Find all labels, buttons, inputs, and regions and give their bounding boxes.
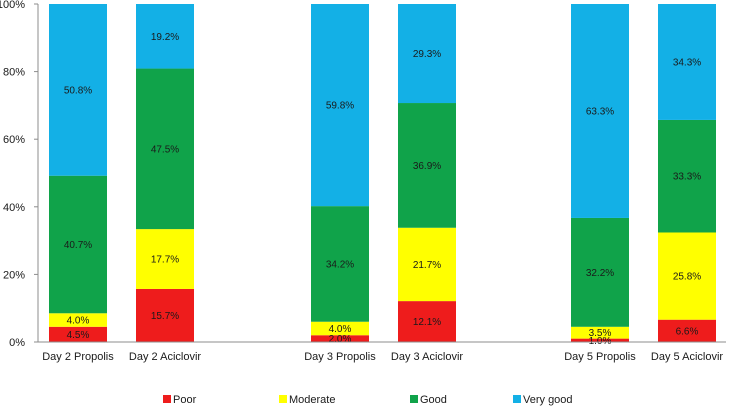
data-label: 32.2%	[586, 268, 614, 279]
x-tick-label: Day 5 Propolis	[564, 351, 636, 363]
data-labels-group: 4.5% 4.0% 40.7% 50.8% 15.7% 17.7% 47.5% 19.2% 2.…	[64, 32, 701, 347]
y-axis: 0% 20% 40% 60% 80% 100%	[0, 0, 39, 349]
bar-segment	[49, 4, 107, 176]
legend-swatch	[410, 395, 418, 403]
y-tick-label: 20%	[3, 269, 25, 281]
x-tick-label: Day 2 Propolis	[42, 351, 114, 363]
bar-segment	[571, 338, 629, 342]
x-tick-label: Day 2 Aciclovir	[129, 351, 201, 363]
bar-segment	[398, 227, 456, 302]
data-label: 34.3%	[673, 57, 701, 68]
legend: Poor Moderate Good Very good	[163, 394, 573, 406]
data-label: 12.1%	[413, 317, 441, 328]
bar-segment	[658, 119, 716, 233]
bar-segment	[571, 4, 629, 218]
legend-swatch	[513, 395, 521, 403]
legend-label: Poor	[173, 394, 197, 406]
bar-segment	[49, 175, 107, 314]
bar-segment	[136, 68, 194, 230]
y-tick-label: 80%	[3, 67, 25, 79]
data-label: 4.0%	[67, 316, 90, 327]
y-tick-label: 60%	[3, 134, 25, 146]
y-tick-label: 0%	[9, 337, 25, 349]
data-label: 29.3%	[413, 49, 441, 60]
bars-group	[49, 4, 716, 342]
data-label: 59.8%	[326, 101, 354, 112]
legend-label: Good	[420, 394, 447, 406]
data-label: 3.5%	[589, 328, 612, 339]
x-axis: Day 2 Propolis Day 2 Aciclovir Day 3 Propo…	[38, 341, 726, 363]
bar-segment	[571, 326, 629, 339]
data-label: 4.0%	[329, 324, 352, 335]
bar-segment	[571, 217, 629, 327]
bar-segment	[311, 4, 369, 207]
data-label: 33.3%	[673, 172, 701, 183]
bar-segment	[398, 103, 456, 228]
data-label: 50.8%	[64, 85, 92, 96]
bar-segment	[49, 326, 107, 342]
data-label: 34.2%	[326, 259, 354, 270]
bar-segment	[658, 232, 716, 320]
data-label: 4.5%	[67, 330, 90, 341]
data-label: 17.7%	[151, 255, 179, 266]
bar-segment	[49, 313, 107, 327]
y-tick-label: 40%	[3, 202, 25, 214]
legend-swatch	[279, 395, 287, 403]
x-tick-label: Day 3 Propolis	[304, 351, 376, 363]
bar-segment	[311, 321, 369, 336]
data-label: 40.7%	[64, 240, 92, 251]
data-label: 47.5%	[151, 144, 179, 155]
bar-segment	[398, 4, 456, 104]
data-label: 63.3%	[586, 106, 614, 117]
x-tick-label: Day 3 Aciclovir	[391, 351, 463, 363]
bar-segment	[311, 206, 369, 322]
data-label: 21.7%	[413, 260, 441, 271]
bar-segment	[398, 301, 456, 342]
data-label: 6.6%	[676, 326, 699, 337]
data-label: 19.2%	[151, 32, 179, 43]
data-label: 25.8%	[673, 272, 701, 283]
data-label: 1.0%	[589, 336, 612, 347]
legend-label: Very good	[523, 394, 573, 406]
bar-segment	[136, 4, 194, 69]
bar-segment	[311, 335, 369, 342]
data-label: 36.9%	[413, 161, 441, 172]
x-tick-label: Day 5 Aciclovir	[651, 351, 723, 363]
bar-segment	[658, 319, 716, 342]
bar-segment	[136, 288, 194, 342]
legend-swatch	[163, 395, 171, 403]
bar-segment	[136, 229, 194, 289]
data-label: 2.0%	[329, 334, 352, 345]
bar-segment	[658, 4, 716, 120]
legend-label: Moderate	[289, 394, 335, 406]
y-tick-label: 100%	[0, 0, 25, 11]
data-label: 15.7%	[151, 311, 179, 322]
